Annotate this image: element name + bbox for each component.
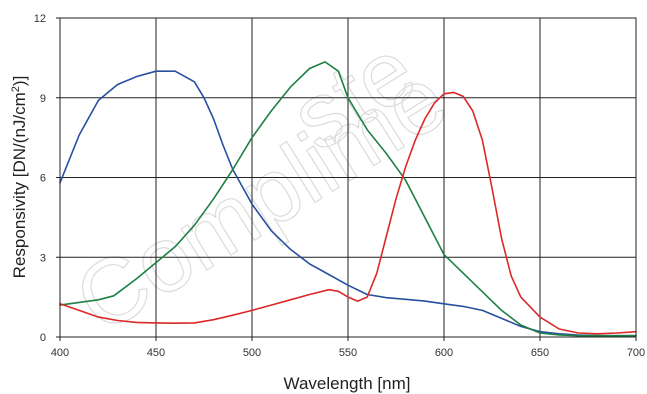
x-tick-label: 600 <box>435 347 453 359</box>
x-tick-label: 450 <box>147 347 165 359</box>
y-axis-label-end: )] <box>10 76 29 86</box>
y-axis-label-main: Responsivity [DN/(nJ/cm <box>10 92 29 278</box>
y-tick-label: 0 <box>40 332 46 344</box>
y-axis-label-superscript: 2 <box>10 86 22 92</box>
y-tick-label: 12 <box>34 13 46 25</box>
x-axis-ticks: 400 450 500 550 600 650 700 <box>51 337 645 359</box>
x-tick-label: 650 <box>531 347 549 359</box>
y-tick-label: 3 <box>40 252 46 264</box>
y-axis-label: Responsivity [DN/(nJ/cm2)] <box>10 76 29 279</box>
watermark: Complime ste <box>58 18 464 353</box>
x-tick-label: 700 <box>627 347 645 359</box>
y-axis-ticks: 0 3 6 9 12 <box>34 13 60 344</box>
y-tick-label: 6 <box>40 173 46 185</box>
y-tick-label: 9 <box>40 93 46 105</box>
x-tick-label: 550 <box>339 347 357 359</box>
red-series-line <box>59 91 637 335</box>
series-group <box>59 61 637 337</box>
x-tick-label: 500 <box>243 347 261 359</box>
x-axis-label: Wavelength [nm] <box>284 374 411 393</box>
x-tick-label: 400 <box>51 347 69 359</box>
green-series-line <box>59 61 637 337</box>
